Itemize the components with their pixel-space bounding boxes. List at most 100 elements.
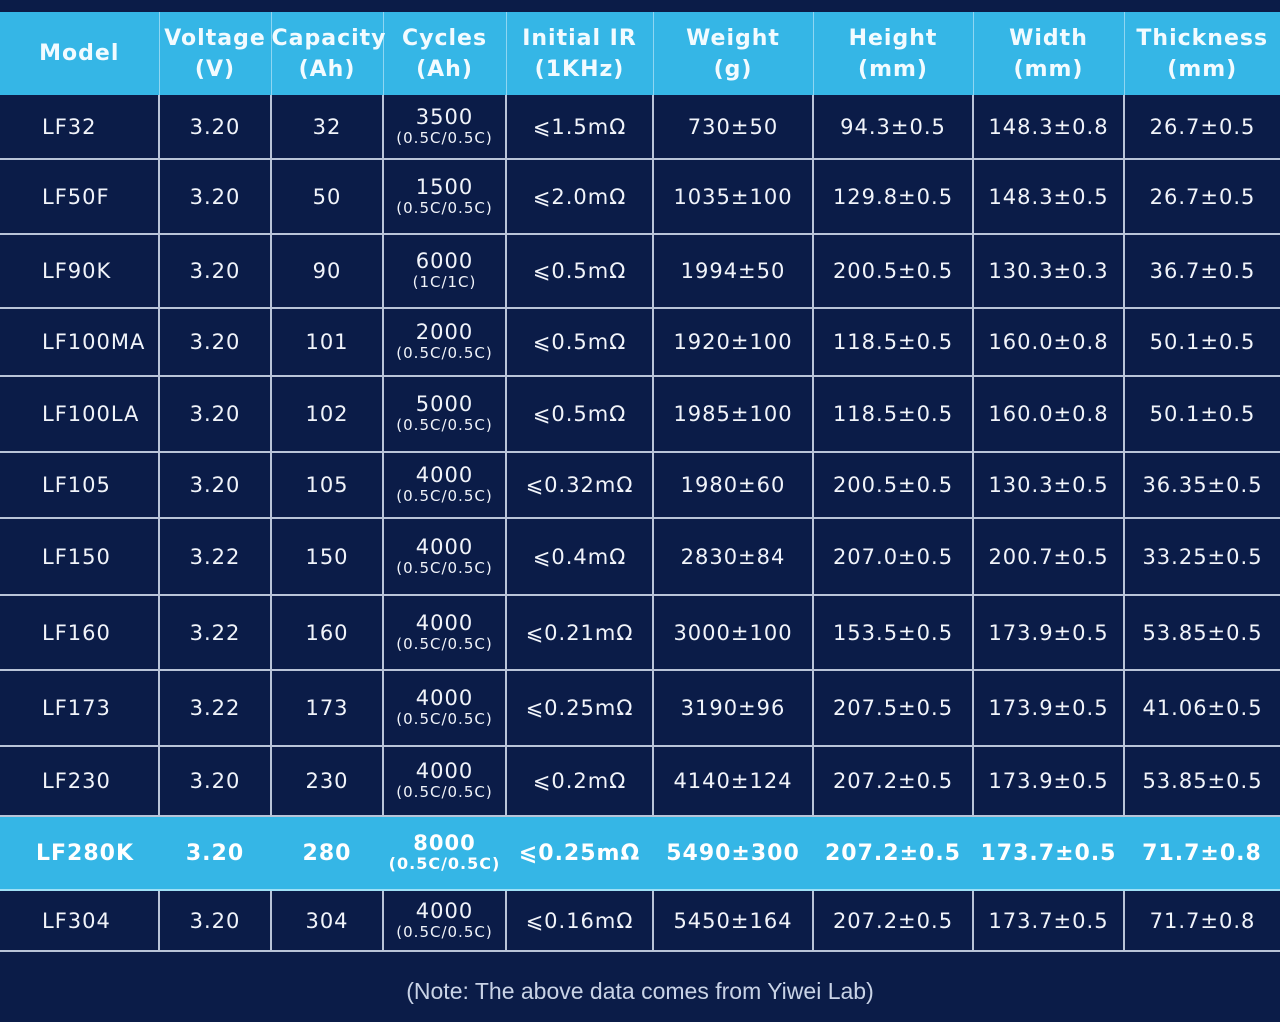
cell-voltage: 3.22: [159, 670, 272, 747]
cell-model: LF230: [0, 746, 160, 817]
cell-cycles: 4000 (0.5C/0.5C): [383, 452, 507, 519]
cell-width: 148.3±0.5: [973, 159, 1125, 235]
cell-weight: 3000±100: [653, 595, 814, 671]
cell-capacity: 101: [271, 308, 384, 377]
cell-voltage: 3.20: [159, 815, 271, 891]
cell-model: LF90K: [0, 234, 160, 309]
cell-width: 160.0±0.8: [973, 308, 1125, 377]
cell-model: LF173: [0, 670, 160, 747]
cycles-rate: (0.5C/0.5C): [396, 198, 493, 217]
cell-weight: 1920±100: [653, 308, 814, 377]
cycles-count: 8000: [413, 831, 476, 855]
cell-width: 200.7±0.5: [973, 518, 1125, 596]
cell-ir: ⩽0.25mΩ: [506, 670, 654, 747]
cell-capacity: 50: [271, 159, 384, 235]
cell-width: 130.3±0.5: [973, 452, 1125, 519]
cell-height: 207.2±0.5: [813, 746, 974, 817]
cycles-rate: (0.5C/0.5C): [396, 710, 493, 728]
cycles-rate: (0.5C/0.5C): [396, 416, 493, 434]
cell-cycles: 5000 (0.5C/0.5C): [383, 376, 507, 453]
table-row: LF105 3.20 105 4000 (0.5C/0.5C) ⩽0.32mΩ 1980±6…: [0, 452, 1280, 519]
cycles-count: 3500: [415, 104, 474, 129]
cell-cycles: 6000 (1C/1C): [383, 234, 507, 309]
header-width: Width (mm): [973, 12, 1125, 95]
table-row: LF173 3.22 173 4000 (0.5C/0.5C) ⩽0.25mΩ 3190±9…: [0, 670, 1280, 747]
cell-ir: ⩽2.0mΩ: [506, 159, 654, 235]
cell-ir: ⩽0.32mΩ: [506, 452, 654, 519]
cell-thickness: 36.35±0.5: [1124, 452, 1280, 519]
cell-cycles: 4000 (0.5C/0.5C): [383, 595, 507, 671]
cycles-rate: (1C/1C): [412, 273, 477, 291]
cell-width: 130.3±0.3: [973, 234, 1125, 309]
cell-weight: 1985±100: [653, 376, 814, 453]
cell-cycles: 3500 (0.5C/0.5C): [383, 95, 507, 160]
cell-height: 207.2±0.5: [813, 890, 974, 952]
cell-ir: ⩽0.4mΩ: [506, 518, 654, 596]
cell-ir: ⩽0.5mΩ: [506, 234, 654, 309]
cell-ir: ⩽0.25mΩ: [506, 815, 653, 891]
cell-height: 118.5±0.5: [813, 376, 974, 453]
cell-width: 173.7±0.5: [973, 890, 1125, 952]
cell-ir: ⩽0.2mΩ: [506, 746, 654, 817]
cell-weight: 1980±60: [653, 452, 814, 519]
cell-thickness: 53.85±0.5: [1124, 595, 1280, 671]
cell-thickness: 41.06±0.5: [1124, 670, 1280, 747]
cycles-rate: (0.5C/0.5C): [396, 634, 493, 653]
cycles-count: 4000: [415, 898, 474, 923]
cell-capacity: 105: [271, 452, 384, 519]
cell-model: LF280K: [0, 815, 159, 891]
cell-thickness: 36.7±0.5: [1124, 234, 1280, 309]
cell-voltage: 3.22: [159, 595, 272, 671]
cell-capacity: 32: [271, 95, 384, 160]
cell-model: LF150: [0, 518, 160, 596]
cycles-count: 4000: [415, 463, 474, 487]
cell-thickness: 26.7±0.5: [1124, 95, 1280, 160]
cell-cycles: 4000 (0.5C/0.5C): [383, 890, 507, 952]
cell-weight: 1994±50: [653, 234, 814, 309]
cell-voltage: 3.20: [159, 452, 272, 519]
table-row: LF160 3.22 160 4000 (0.5C/0.5C) ⩽0.21mΩ 3000±1…: [0, 595, 1280, 671]
cell-height: 118.5±0.5: [813, 308, 974, 377]
cell-weight: 5450±164: [653, 890, 814, 952]
table-row: LF100LA 3.20 102 5000 (0.5C/0.5C) ⩽0.5mΩ 1985±…: [0, 376, 1280, 453]
cycles-rate: (0.5C/0.5C): [396, 487, 493, 505]
cell-height: 200.5±0.5: [813, 452, 974, 519]
cell-model: LF105: [0, 452, 160, 519]
cell-height: 129.8±0.5: [813, 159, 974, 235]
cell-ir: ⩽0.5mΩ: [506, 308, 654, 377]
cycles-count: 4000: [415, 610, 474, 635]
cell-capacity: 102: [271, 376, 384, 453]
cell-thickness: 50.1±0.5: [1124, 376, 1280, 453]
cell-height: 207.5±0.5: [813, 670, 974, 747]
cell-cycles: 1500 (0.5C/0.5C): [383, 159, 507, 235]
cycles-count: 4000: [415, 534, 474, 559]
cell-voltage: 3.20: [159, 308, 272, 377]
cell-capacity: 160: [271, 595, 384, 671]
cell-thickness: 53.85±0.5: [1124, 746, 1280, 817]
cell-ir: ⩽0.5mΩ: [506, 376, 654, 453]
table-row: LF230 3.20 230 4000 (0.5C/0.5C) ⩽0.2mΩ 4140±12…: [0, 746, 1280, 817]
cycles-rate: (0.5C/0.5C): [396, 922, 493, 941]
cell-capacity: 90: [271, 234, 384, 309]
table-row: LF100MA 3.20 101 2000 (0.5C/0.5C) ⩽0.5mΩ 1920±…: [0, 308, 1280, 377]
cell-thickness: 71.7±0.8: [1124, 890, 1280, 952]
cell-model: LF160: [0, 595, 160, 671]
header-initial-ir: Initial IR (1KHz): [506, 12, 654, 95]
cell-thickness: 50.1±0.5: [1124, 308, 1280, 377]
cycles-count: 5000: [415, 392, 474, 416]
cell-cycles: 4000 (0.5C/0.5C): [383, 670, 507, 747]
cell-width: 148.3±0.8: [973, 95, 1125, 160]
battery-spec-table: Model Voltage (V) Capacity (Ah) Cycles (Ah)…: [0, 12, 1280, 952]
cell-weight: 2830±84: [653, 518, 814, 596]
header-thickness: Thickness (mm): [1124, 12, 1280, 95]
cell-capacity: 230: [271, 746, 384, 817]
cycles-count: 2000: [415, 320, 474, 344]
cell-voltage: 3.20: [159, 746, 272, 817]
cell-voltage: 3.20: [159, 890, 272, 952]
cycles-rate: (0.5C/0.5C): [396, 344, 493, 362]
cell-capacity: 150: [271, 518, 384, 596]
header-model: Model: [0, 12, 160, 95]
cycles-count: 1500: [415, 174, 474, 199]
cell-height: 200.5±0.5: [813, 234, 974, 309]
cell-width: 173.9±0.5: [973, 746, 1125, 817]
